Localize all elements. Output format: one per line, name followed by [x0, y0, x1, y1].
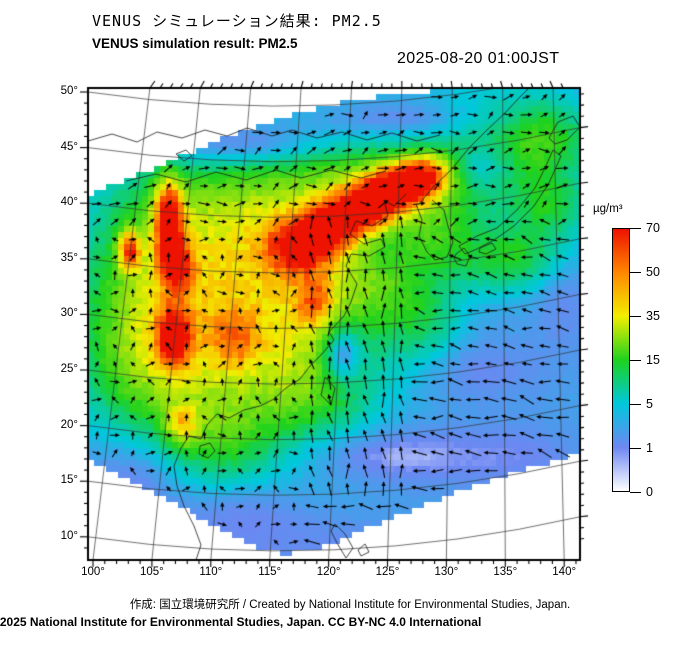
colorbar-tick-mark	[630, 360, 641, 362]
lat-axis-label: 10°	[60, 529, 78, 542]
colorbar-tick-mark	[630, 272, 641, 274]
lon-axis-label: 110°	[199, 566, 223, 578]
lon-axis-label: 130°	[434, 566, 459, 578]
lat-axis-label: 45°	[60, 140, 78, 153]
colorbar-tick-mark	[630, 404, 641, 406]
credit-line: 作成: 国立環境研究所 / Created by National Instit…	[129, 599, 571, 611]
page-title-japanese: VENUS シミュレーション結果: PM2.5	[92, 12, 382, 30]
colorbar-tick-mark	[630, 316, 641, 318]
colorbar-tick-label: 50	[646, 265, 660, 279]
colorbar-unit-label: µg/m³	[593, 203, 623, 215]
lat-axis-label: 40°	[60, 196, 78, 209]
lon-axis-label: 125°	[375, 566, 400, 578]
lat-axis-label: 50°	[60, 85, 78, 97]
copyright-line: ©2025 National Institute for Environment…	[0, 615, 482, 629]
simulation-timestamp: 2025-08-20 01:00JST	[397, 50, 560, 67]
page-title-english: VENUS simulation result: PM2.5	[92, 36, 298, 51]
lat-axis-label: 15°	[60, 474, 78, 487]
colorbar-tick-label: 15	[646, 353, 660, 367]
colorbar-tick-mark	[630, 448, 641, 450]
colorbar-tick-label: 35	[646, 309, 660, 323]
lon-axis-label: 115°	[258, 566, 282, 578]
lon-axis-label: 100°	[81, 566, 105, 578]
colorbar-tick-mark	[630, 228, 641, 230]
lat-axis-label: 20°	[60, 418, 78, 431]
colorbar-tick-label: 0	[646, 485, 653, 499]
colorbar-tick-label: 1	[646, 441, 653, 455]
lat-axis-label: 30°	[60, 307, 78, 320]
colorbar-tick-label: 70	[646, 221, 660, 235]
lon-axis-label: 140°	[552, 566, 577, 578]
colorbar-tick-label: 5	[646, 397, 653, 411]
lat-axis-label: 35°	[60, 251, 78, 264]
lon-axis-label: 105°	[139, 566, 164, 578]
colorbar-tick-mark	[630, 492, 641, 494]
lat-axis-label: 25°	[60, 363, 78, 375]
lon-axis-label: 120°	[316, 566, 341, 578]
colorbar-gradient	[612, 228, 630, 492]
lon-axis-label: 135°	[493, 566, 518, 578]
